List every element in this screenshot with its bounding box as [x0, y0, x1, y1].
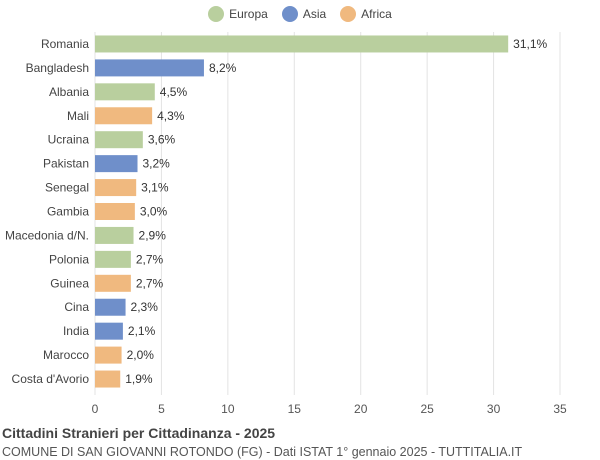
bar — [95, 203, 135, 220]
category-label: Pakistan — [43, 157, 89, 171]
bar — [95, 346, 122, 364]
category-label: Gambia — [47, 205, 89, 219]
value-label: 2,7% — [136, 252, 164, 266]
legend-label-europa: Europa — [229, 7, 268, 21]
x-tick-label: 10 — [221, 402, 235, 416]
value-label: 2,9% — [139, 228, 167, 242]
legend-item-africa: Africa — [340, 6, 392, 22]
bar — [95, 226, 134, 244]
category-label: Albania — [49, 85, 89, 99]
bar — [95, 83, 155, 101]
bar — [95, 322, 123, 340]
value-label: 3,0% — [140, 205, 168, 219]
chart-legend: Europa Asia Africa — [0, 6, 600, 22]
value-label: 4,3% — [157, 109, 185, 123]
bar — [95, 35, 509, 53]
category-label: Ucraina — [48, 133, 90, 147]
legend-label-asia: Asia — [302, 7, 327, 21]
category-label: Mali — [67, 109, 89, 123]
bar — [95, 107, 153, 125]
value-label: 2,0% — [127, 348, 155, 362]
chart-title: Cittadini Stranieri per Cittadinanza - 2… — [2, 425, 276, 441]
bar — [95, 59, 204, 77]
category-label: Guinea — [50, 276, 89, 290]
bar — [95, 179, 137, 197]
x-tick-label: 5 — [158, 402, 165, 416]
bar — [95, 298, 126, 316]
legend-label-africa: Africa — [361, 7, 392, 21]
category-label: Macedonia d/N. — [5, 228, 89, 242]
value-label: 4,5% — [160, 85, 188, 99]
chart-subtitle: COMUNE DI SAN GIOVANNI ROTONDO (FG) - Da… — [2, 445, 523, 459]
legend-swatch-asia — [281, 6, 298, 22]
x-tick-label: 30 — [487, 402, 501, 416]
x-tick-label: 0 — [92, 402, 99, 416]
value-label: 3,6% — [148, 133, 176, 147]
x-tick-label: 20 — [354, 402, 368, 416]
legend-swatch-africa — [340, 6, 357, 22]
legend-swatch-europa — [208, 6, 225, 22]
category-label: Marocco — [43, 348, 89, 362]
category-label: Costa d'Avorio — [12, 372, 90, 386]
x-tick-label: 15 — [288, 402, 302, 416]
bar — [95, 250, 131, 268]
category-label: Cina — [64, 300, 89, 314]
value-label: 2,3% — [131, 300, 159, 314]
bar — [95, 274, 131, 292]
value-label: 2,1% — [128, 324, 156, 338]
bar-chart: 0 5 10 15 20 25 30 35 Romania 31,1% Bangladesh 8,2%… — [5, 32, 567, 416]
value-label: 3,1% — [141, 181, 169, 195]
value-label: 8,2% — [209, 61, 237, 75]
category-label: Polonia — [49, 252, 89, 266]
value-label: 31,1% — [513, 37, 547, 51]
value-label: 2,7% — [136, 276, 164, 290]
bar — [95, 370, 121, 388]
x-tick-label: 35 — [553, 402, 567, 416]
category-label: India — [63, 324, 89, 338]
legend-item-europa: Europa — [208, 6, 268, 22]
bar — [95, 131, 143, 149]
category-label: Bangladesh — [26, 61, 89, 75]
value-label: 1,9% — [125, 372, 153, 386]
legend-item-asia: Asia — [281, 6, 327, 22]
category-label: Romania — [41, 37, 89, 51]
category-label: Senegal — [45, 181, 89, 195]
value-label: 3,2% — [143, 157, 171, 171]
x-tick-label: 25 — [420, 402, 434, 416]
bar — [95, 155, 138, 173]
